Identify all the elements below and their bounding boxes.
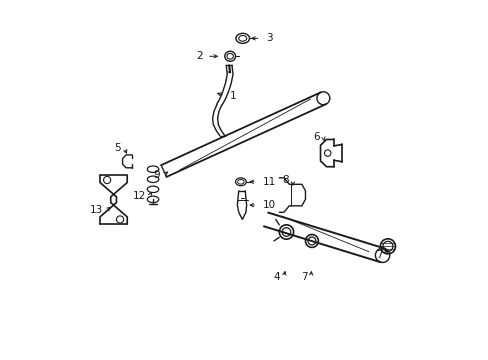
Text: 11: 11	[262, 177, 275, 187]
Text: 6: 6	[312, 132, 319, 142]
Text: 4: 4	[273, 272, 280, 282]
Text: 13: 13	[89, 206, 102, 216]
Text: 12: 12	[132, 191, 145, 201]
Text: 2: 2	[196, 51, 203, 61]
Text: 7: 7	[375, 250, 382, 260]
Text: 10: 10	[262, 200, 275, 210]
Text: 9: 9	[153, 170, 160, 180]
Text: 5: 5	[114, 143, 121, 153]
Text: 7: 7	[300, 272, 306, 282]
Text: 8: 8	[282, 175, 289, 185]
Text: 3: 3	[265, 33, 272, 43]
Text: 1: 1	[230, 91, 236, 101]
